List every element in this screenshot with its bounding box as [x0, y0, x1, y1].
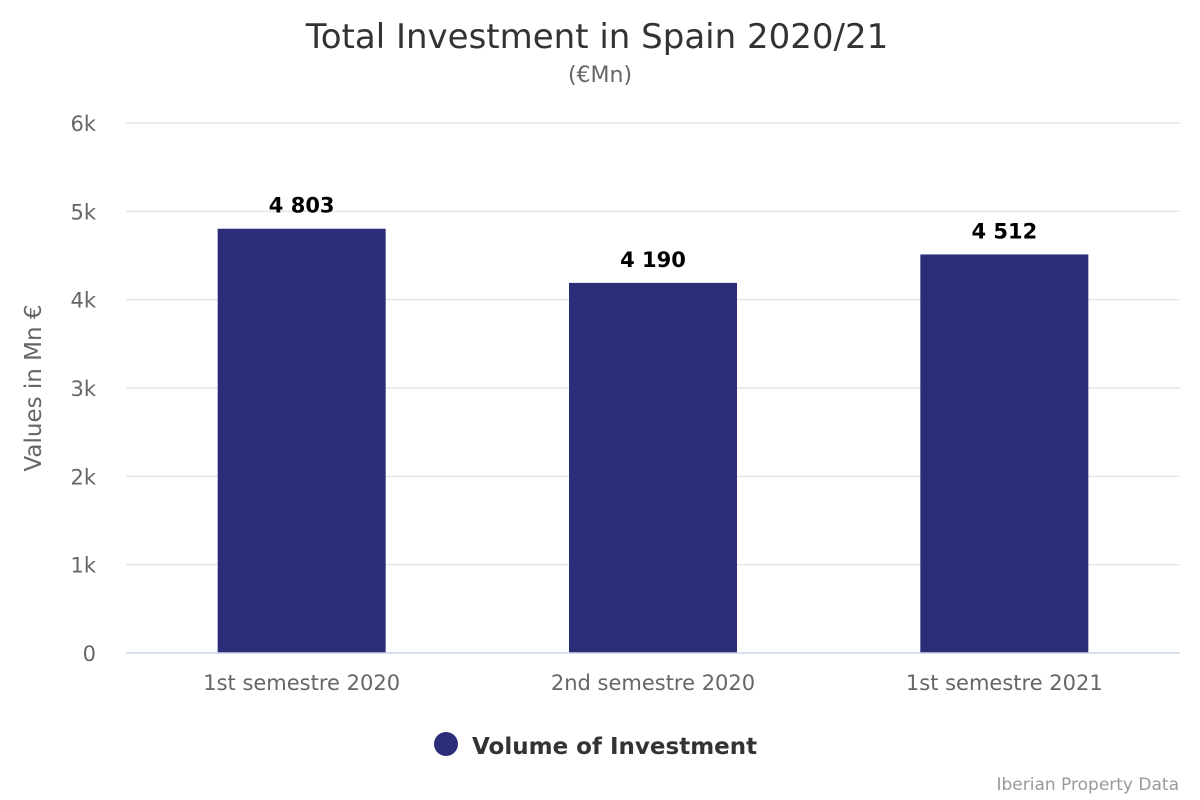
data-label: 4 512 [971, 219, 1037, 243]
bars [217, 228, 1089, 654]
y-tick-label: 1k [70, 554, 96, 578]
chart-title: Total Investment in Spain 2020/21 [305, 17, 888, 57]
bar[interactable] [920, 254, 1089, 653]
y-tick-label: 3k [70, 377, 96, 401]
legend[interactable]: Volume of Investment [434, 732, 757, 760]
bar[interactable] [569, 282, 737, 653]
bar[interactable] [217, 228, 386, 654]
y-axis-label: Values in Mn € [21, 304, 47, 471]
data-label: 4 190 [620, 248, 686, 272]
y-tick-label: 6k [70, 112, 96, 136]
x-axis-ticks: 1st semestre 2020 2nd semestre 2020 1st se… [203, 671, 1103, 695]
y-axis-ticks: 0 1k 2k 3k 4k 5k 6k [70, 112, 96, 666]
y-tick-label: 5k [70, 200, 96, 224]
legend-marker [434, 732, 458, 756]
data-label: 4 803 [269, 194, 335, 218]
legend-label: Volume of Investment [472, 734, 757, 760]
chart-subtitle: (€Mn) [568, 63, 632, 88]
x-tick-label: 2nd semestre 2020 [551, 671, 755, 695]
data-labels: 4 803 4 190 4 512 [269, 194, 1037, 272]
y-tick-label: 0 [83, 642, 96, 666]
x-tick-label: 1st semestre 2020 [203, 671, 400, 695]
chart-credit[interactable]: Iberian Property Data [996, 775, 1179, 795]
y-tick-label: 4k [70, 289, 96, 313]
x-tick-label: 1st semestre 2021 [906, 671, 1103, 695]
y-tick-label: 2k [70, 465, 96, 489]
